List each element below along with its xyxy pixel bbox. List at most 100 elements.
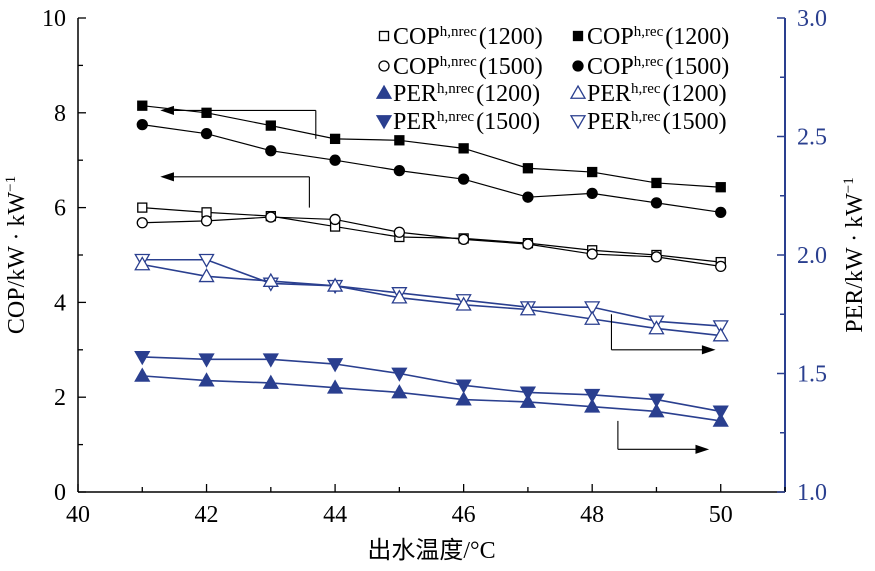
legend-item: PERh,nrec(1500) [375,109,540,135]
data-point [457,233,470,246]
data-point [651,177,662,189]
data-point [522,191,534,203]
data-point [198,253,215,269]
legend-item: PERh,rec(1500) [569,109,727,135]
data-point [198,268,215,283]
data-point [715,206,727,218]
data-point [712,412,729,427]
legend-base: PER [393,109,437,135]
plot-area [134,100,729,454]
y-right-axis-title-main: PER/kW · kW [842,193,868,333]
legend-sub: h,rec [631,81,661,97]
y-right-tick-label: 2.5 [797,125,827,151]
data-point [519,393,537,408]
y-left-axis-title: COP/kW · kW−1 [3,176,30,334]
x-tick-label: 48 [580,502,604,528]
legend-label: PERh,rec(1200) [587,81,727,107]
annotation-arrow-head [160,105,174,115]
legend-item: COPh,nrec(1500) [378,54,543,80]
data-point [137,202,148,213]
data-point [394,135,405,146]
data-point [200,128,213,140]
legend-label: PERh,rec(1500) [587,109,727,135]
legend-param: (1200) [665,24,729,50]
y-left-tick-label: 4 [54,290,66,316]
data-point [584,388,601,404]
legend-sub: h,rec [634,54,664,70]
legend-label: PERh,nrec(1200) [393,81,540,107]
legend-item: COPh,rec(1200) [572,24,729,50]
data-point [134,351,151,366]
legend-marker [572,30,584,42]
y-left-axis-title-main: COP/kW · kW [4,192,30,335]
data-point [391,289,408,304]
legend-label: PERh,nrec(1500) [393,109,540,135]
data-point [457,173,470,185]
data-point [455,296,472,311]
legend-marker [569,84,587,99]
y-left-tick-label: 6 [54,196,66,222]
y-left-tick-label: 8 [54,101,66,127]
data-point [329,154,341,166]
series-line-5 [142,263,721,337]
data-point [584,310,601,325]
series-line-6 [142,356,721,413]
legend-item: PERh,nrec(1200) [375,81,540,107]
legend-param: (1500) [665,54,729,80]
legend-param: (1200) [479,24,543,50]
data-point [262,272,279,287]
legend-base: PER [587,81,631,107]
data-point [198,372,215,387]
legend-label: COPh,nrec(1200) [393,24,543,50]
data-point [522,238,534,250]
y-right-axis-title-sup: −1 [841,177,857,193]
legend-base: PER [393,81,437,107]
data-point [391,384,408,399]
legend-base: COP [587,24,634,50]
data-point [519,301,537,316]
legend-param: (1500) [476,109,540,135]
legend-base: PER [587,109,631,135]
legend-param: (1200) [663,81,727,107]
data-point [650,251,663,263]
data-point [458,143,469,154]
data-point [134,256,151,271]
data-point [586,187,598,200]
legend-label: COPh,nrec(1500) [393,54,543,80]
legend-sub: h,nrec [440,54,477,70]
data-point [326,277,344,292]
legend-marker [375,115,393,130]
data-point [262,353,279,368]
legend-sub: h,rec [634,24,664,40]
legend-marker [375,84,393,99]
annotation-arrow-head [701,345,716,355]
data-point [329,213,341,226]
legend-param: (1200) [476,81,540,107]
data-point [262,374,279,389]
data-point [391,367,408,382]
series-line-0 [142,105,721,188]
legend-label: COPh,rec(1500) [587,54,729,80]
data-point [201,107,212,118]
data-point [587,166,598,178]
data-point [198,353,215,368]
x-tick-label: 42 [195,502,219,528]
legend-marker [572,60,584,72]
x-tick-label: 50 [709,502,733,528]
y-right-tick-label: 1.5 [797,362,827,388]
data-point [650,197,663,209]
y-right-axis-title: PER/kW · kW−1 [841,177,868,333]
data-point [393,164,406,177]
data-point [715,260,727,273]
legend-marker [378,60,390,72]
data-point [136,217,148,229]
axes: 40 42 44 46 48 5002468101.01.52.02.53.0出水温度/°… [3,6,868,564]
data-point [134,367,151,382]
legend-sub: h,rec [631,109,661,125]
data-point [584,301,601,316]
legend-item: PERh,rec(1200) [569,81,727,107]
y-left-tick-label: 10 [42,6,66,32]
data-point [136,119,148,131]
data-point [265,145,277,157]
legend-base: COP [393,24,440,50]
